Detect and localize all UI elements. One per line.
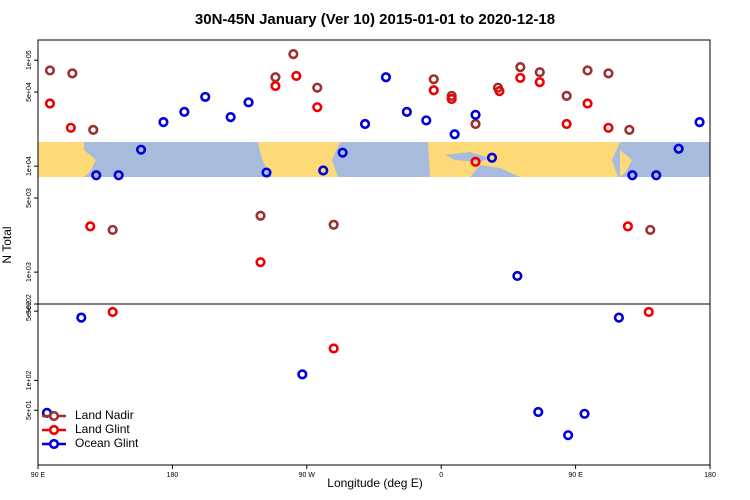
point	[512, 270, 523, 282]
point	[261, 167, 272, 178]
y-tick-label: 1e+04	[26, 156, 33, 176]
point	[622, 221, 633, 232]
point	[318, 165, 329, 176]
point	[158, 117, 169, 128]
land	[428, 142, 620, 177]
point	[486, 152, 498, 163]
point	[533, 406, 544, 418]
point	[645, 224, 656, 236]
point	[579, 408, 590, 419]
point	[359, 118, 371, 130]
point	[76, 312, 87, 323]
point	[694, 117, 705, 128]
point	[446, 93, 457, 105]
point	[515, 72, 526, 84]
x-tick-label: 90 E	[568, 472, 583, 479]
point	[534, 77, 545, 88]
point	[380, 72, 392, 83]
y-tick-label: 1e+03	[26, 262, 33, 282]
point	[328, 343, 339, 354]
point	[135, 144, 147, 155]
point	[401, 106, 412, 117]
point	[65, 122, 76, 133]
point	[534, 67, 545, 78]
chart-title: 30N-45N January (Ver 10) 2015-01-01 to 2…	[195, 11, 555, 28]
point	[470, 156, 481, 167]
y-tick-label: 5e+01	[26, 400, 33, 420]
x-tick-label: 180	[167, 472, 179, 479]
land	[84, 150, 96, 177]
point	[643, 306, 654, 318]
point	[337, 147, 348, 158]
legend-marker	[48, 410, 60, 422]
point	[613, 312, 625, 323]
plot-frame	[37, 39, 711, 466]
point	[291, 70, 302, 82]
point	[673, 143, 684, 154]
point	[603, 68, 614, 79]
point	[270, 72, 281, 83]
point	[243, 97, 254, 108]
point	[582, 65, 593, 76]
y-axis-label: N Total	[0, 226, 14, 263]
point	[428, 85, 439, 96]
x-tick-label: 90 W	[299, 472, 316, 479]
land	[620, 150, 632, 177]
y-tick-label: 5e+02	[26, 301, 33, 321]
point	[44, 65, 56, 76]
y-tick-label: 1e+02	[26, 370, 33, 390]
point	[88, 124, 99, 135]
point	[582, 98, 593, 109]
legend-marker	[48, 424, 60, 436]
point	[470, 109, 481, 120]
point	[515, 62, 526, 73]
legend-label: Land Glint	[75, 422, 130, 436]
x-tick-label: 90 E	[31, 472, 46, 479]
point	[107, 224, 118, 236]
legend-label: Ocean Glint	[75, 436, 139, 450]
point	[563, 430, 574, 441]
point	[113, 170, 124, 181]
point	[255, 257, 266, 268]
point	[651, 170, 662, 181]
x-axis-label: Longitude (deg E)	[327, 476, 422, 490]
x-tick-label: 0	[439, 472, 443, 479]
y-tick-label: 5e+04	[26, 82, 33, 102]
legend-marker	[48, 438, 60, 450]
point	[470, 118, 481, 130]
point	[428, 74, 439, 85]
point	[91, 170, 102, 181]
point	[107, 306, 118, 318]
point	[67, 68, 78, 79]
point	[200, 91, 211, 103]
point	[494, 86, 505, 97]
point	[603, 122, 614, 133]
point	[179, 106, 190, 117]
point	[270, 80, 281, 92]
point	[421, 115, 432, 126]
x-tick-label: 180	[704, 472, 716, 479]
y-tick-label: 1e+05	[26, 50, 33, 70]
point	[297, 369, 308, 380]
point	[225, 112, 236, 123]
y-tick-label: 5e+02	[26, 294, 33, 314]
point	[85, 221, 96, 232]
point	[288, 49, 299, 60]
point	[449, 129, 460, 140]
point	[312, 82, 323, 93]
point	[561, 90, 572, 102]
legend-label: Land Nadir	[75, 408, 134, 422]
point	[624, 124, 635, 135]
y-tick-label: 5e+03	[26, 188, 33, 208]
point	[627, 170, 638, 181]
point	[312, 102, 323, 113]
land	[38, 142, 84, 177]
point	[255, 210, 266, 221]
point	[561, 118, 572, 130]
point	[44, 98, 56, 109]
point	[328, 219, 339, 230]
